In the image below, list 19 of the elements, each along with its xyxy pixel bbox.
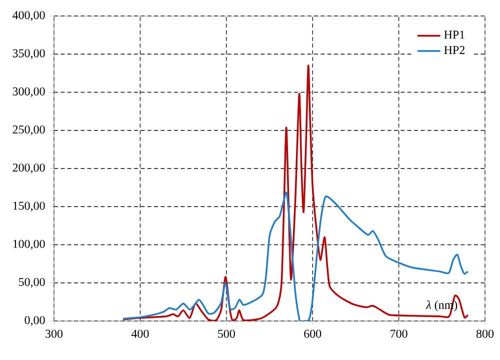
y-tick-label: 200,00 bbox=[12, 164, 45, 174]
y-tick-label: 50,00 bbox=[18, 278, 45, 288]
legend-label: HP2 bbox=[444, 46, 464, 54]
y-tick-label: 350,00 bbox=[12, 49, 45, 60]
x-tick-label: 500 bbox=[218, 330, 235, 338]
y-tick-label: 150,00 bbox=[13, 202, 45, 212]
x-tick-label: 800 bbox=[476, 330, 494, 338]
line-series bbox=[122, 192, 469, 321]
x-tick-label: 700 bbox=[390, 330, 408, 338]
y-tick-label: 250,00 bbox=[12, 125, 45, 136]
x-tick-label: 400 bbox=[131, 330, 149, 338]
y-tick-label: 0,00 bbox=[24, 316, 45, 326]
x-tick-label: 300 bbox=[46, 330, 63, 338]
x-tick-label: 600 bbox=[304, 330, 322, 338]
y-tick-label: 400,00 bbox=[12, 11, 45, 21]
legend-label: HP1 bbox=[444, 30, 464, 39]
line-series bbox=[122, 64, 469, 321]
y-tick-label: 100,00 bbox=[13, 240, 45, 250]
y-tick-label: 300,00 bbox=[12, 87, 45, 98]
